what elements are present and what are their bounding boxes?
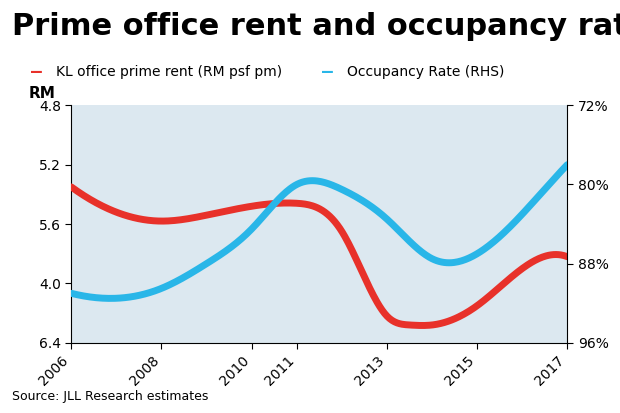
Text: Source: JLL Research estimates: Source: JLL Research estimates — [12, 390, 209, 403]
Text: —: — — [322, 63, 334, 81]
Text: Prime office rent and occupancy rate: Prime office rent and occupancy rate — [12, 12, 620, 41]
Text: —: — — [31, 63, 42, 81]
Text: RM: RM — [29, 86, 56, 101]
Text: KL office prime rent (RM psf pm): KL office prime rent (RM psf pm) — [56, 65, 282, 79]
Text: Occupancy Rate (RHS): Occupancy Rate (RHS) — [347, 65, 505, 79]
